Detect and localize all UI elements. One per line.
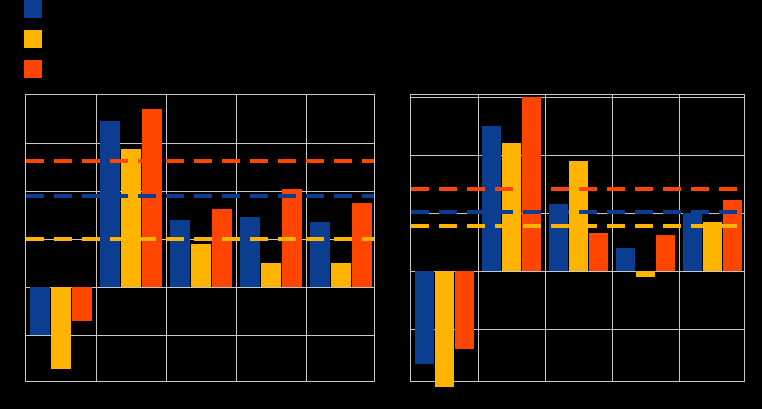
reference-line-series-3-mean xyxy=(26,159,374,163)
bar-series-2-group-1[interactable] xyxy=(51,287,71,369)
legend-item-2[interactable] xyxy=(24,30,50,48)
bar-series-2-group-3[interactable] xyxy=(569,161,588,271)
bar-series-3-group-1[interactable] xyxy=(455,271,474,349)
bar-series-3-group-1[interactable] xyxy=(72,287,92,321)
plot-area-right xyxy=(410,94,745,387)
gridline-vertical xyxy=(478,95,479,381)
gridline-horizontal xyxy=(411,329,744,330)
gridline-horizontal xyxy=(26,143,374,144)
gridline-vertical xyxy=(679,95,680,381)
series-2-swatch xyxy=(24,30,42,48)
gridline-horizontal xyxy=(26,287,374,288)
bar-series-3-group-5[interactable] xyxy=(723,200,742,271)
bar-series-2-group-5[interactable] xyxy=(331,263,351,287)
series-1-swatch xyxy=(24,0,42,18)
gridline-horizontal xyxy=(26,335,374,336)
series-3-swatch xyxy=(24,60,42,78)
bar-series-1-group-1[interactable] xyxy=(415,271,434,364)
bar-series-2-group-2[interactable] xyxy=(502,143,521,271)
bar-series-2-group-4[interactable] xyxy=(261,263,281,287)
gridline-vertical xyxy=(612,95,613,381)
reference-line-series-1-mean xyxy=(411,210,744,214)
bar-series-1-group-5[interactable] xyxy=(683,213,702,271)
legend xyxy=(0,0,762,80)
bar-series-3-group-3[interactable] xyxy=(589,233,608,271)
bar-series-1-group-3[interactable] xyxy=(170,220,190,287)
reference-line-series-2-mean xyxy=(26,237,374,241)
legend-item-3[interactable] xyxy=(24,60,50,78)
bar-series-3-group-3[interactable] xyxy=(212,209,232,287)
bar-series-2-group-3[interactable] xyxy=(191,244,211,287)
plot-area-left xyxy=(25,94,375,382)
bar-series-2-group-4[interactable] xyxy=(636,271,655,277)
reference-line-series-1-mean xyxy=(26,194,374,198)
bar-series-3-group-2[interactable] xyxy=(142,109,162,287)
bar-series-3-group-2[interactable] xyxy=(522,97,541,271)
gridline-horizontal xyxy=(411,97,744,98)
reference-line-series-2-mean xyxy=(411,224,744,228)
reference-line-series-3-mean xyxy=(411,187,744,191)
gridline-horizontal xyxy=(26,191,374,192)
bar-series-2-group-5[interactable] xyxy=(703,222,722,271)
bar-series-3-group-5[interactable] xyxy=(352,203,372,287)
bar-series-1-group-3[interactable] xyxy=(549,204,568,271)
gridline-vertical xyxy=(545,95,546,381)
bar-series-1-group-1[interactable] xyxy=(30,287,50,335)
bar-series-2-group-2[interactable] xyxy=(121,149,141,287)
bar-series-1-group-4[interactable] xyxy=(616,248,635,271)
gridline-horizontal xyxy=(411,271,744,272)
bar-series-3-group-4[interactable] xyxy=(656,235,675,271)
bar-series-2-group-1[interactable] xyxy=(435,271,454,387)
legend-item-1[interactable] xyxy=(24,0,50,18)
gridline-horizontal xyxy=(411,155,744,156)
bar-series-1-group-2[interactable] xyxy=(482,126,501,271)
bar-series-1-group-4[interactable] xyxy=(240,217,260,287)
